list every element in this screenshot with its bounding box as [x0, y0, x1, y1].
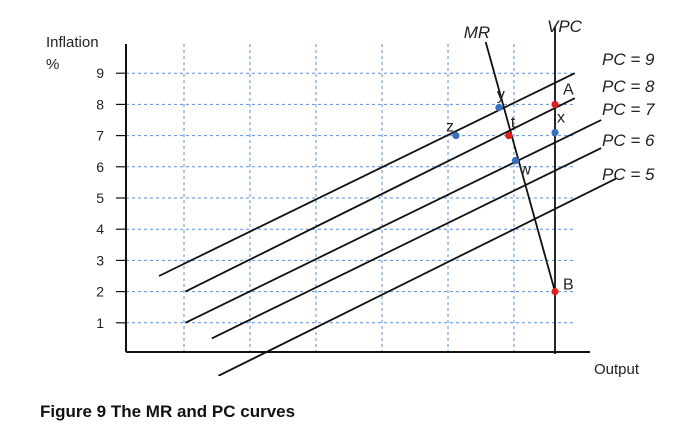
- y-tick-label: 8: [96, 96, 104, 112]
- point-label: z: [446, 119, 454, 136]
- data-point: [551, 100, 559, 108]
- series-line: [218, 177, 616, 376]
- y-ticks: 1 2 3 4 5 6 7 8 9: [96, 65, 126, 331]
- y-tick-label: 9: [96, 65, 104, 81]
- point-label: B: [563, 277, 574, 294]
- figure-caption: Figure 9 The MR and PC curves: [40, 402, 296, 421]
- point-label: t: [511, 115, 516, 132]
- data-point: [511, 156, 519, 165]
- data-point: [551, 288, 559, 296]
- y-tick-label: 4: [96, 221, 104, 237]
- y-tick-label: 5: [96, 190, 104, 206]
- series-line: [484, 41, 556, 292]
- y-tick-label: 6: [96, 159, 104, 175]
- y-tick-label: 3: [96, 252, 104, 268]
- series-label: PC = 9: [602, 50, 655, 69]
- series-label: PC = 5: [602, 165, 655, 184]
- series-line: [158, 72, 576, 277]
- y-tick-label: 1: [96, 315, 104, 331]
- data-point: [495, 103, 503, 112]
- curve-labels: PC = 9 PC = 8 PC = 7 PC = 6 PC = 5 MR VPC: [464, 17, 655, 184]
- series-label: VPC: [547, 17, 583, 36]
- point-label: A: [563, 81, 574, 98]
- data-point: [551, 128, 559, 137]
- curves: [158, 26, 616, 376]
- point-label: w: [518, 162, 531, 179]
- series-label: PC = 7: [602, 100, 655, 119]
- point-label: y: [497, 87, 505, 104]
- series-line: [185, 119, 602, 324]
- x-axis-label: Output: [594, 361, 640, 378]
- series-line: [184, 97, 576, 293]
- grid: [126, 44, 575, 352]
- points: A Bty x z w: [446, 81, 574, 296]
- data-point: [505, 132, 513, 140]
- mr-pc-chart: 1 2 3 4 5 6 7 8 9 PC = 9 PC = 8 PC = 7 PC = 6 PC = 5…: [46, 17, 655, 378]
- y-axis-label-line2: %: [46, 56, 59, 73]
- series-label: PC = 6: [602, 131, 655, 150]
- series-label: PC = 8: [602, 77, 655, 96]
- y-axis-label-line1: Inflation: [46, 34, 99, 51]
- series-label: MR: [464, 23, 490, 42]
- series-line: [211, 147, 602, 340]
- point-label: x: [557, 109, 565, 126]
- y-tick-label: 2: [96, 284, 104, 300]
- data-point: [452, 132, 460, 140]
- y-tick-label: 7: [96, 128, 104, 144]
